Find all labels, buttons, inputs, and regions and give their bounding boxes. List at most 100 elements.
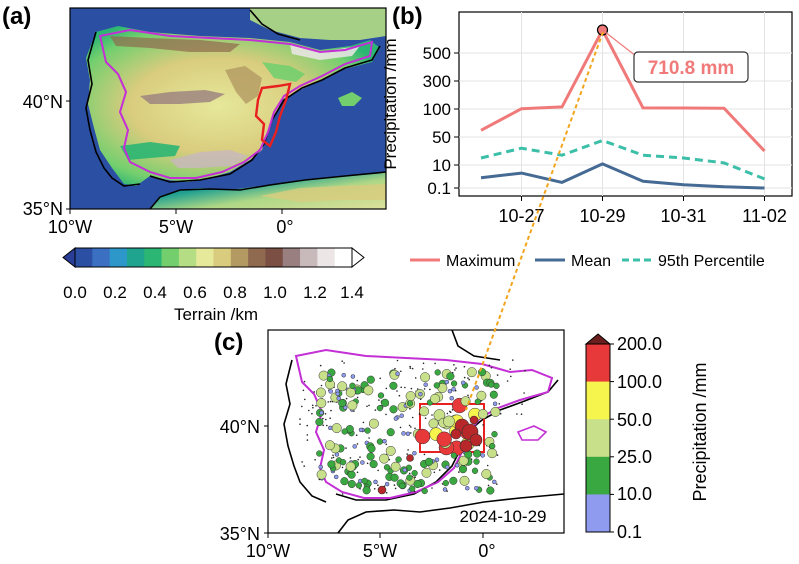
station-dot — [409, 367, 412, 369]
station-point — [316, 450, 323, 457]
station-point — [362, 486, 371, 495]
station-dot — [385, 413, 387, 416]
station-dot — [423, 388, 426, 390]
station-point-extreme — [469, 433, 483, 447]
terrain-cbar-tick: 1.4 — [340, 283, 364, 302]
panel-a-ytick-40n: 40°N — [23, 92, 63, 112]
station-dot — [400, 386, 403, 389]
terrain-cbar-cell — [75, 248, 93, 267]
station-point-extreme — [459, 439, 473, 453]
terrain-cbar-cell — [300, 248, 318, 267]
station-dot — [385, 492, 388, 494]
station-dot — [327, 401, 330, 403]
station-dot — [356, 396, 359, 399]
station-point — [347, 479, 356, 489]
terrain-cbar-cell — [317, 248, 336, 267]
station-point — [382, 438, 387, 444]
precip-cbar-tick: 200.0 — [617, 334, 662, 354]
station-dot — [394, 487, 397, 490]
terrain-cbar-cell — [161, 248, 180, 267]
panel-b-xtick-label: 10-31 — [660, 206, 706, 226]
panel-c-date: 2024-10-29 — [460, 507, 547, 526]
station-point — [460, 380, 466, 386]
station-dot — [357, 458, 360, 461]
station-dot — [467, 394, 469, 397]
precip-cbar-tick: 25.0 — [617, 447, 652, 467]
station-point — [405, 431, 411, 437]
panel-c-ytick-35n: 35°N — [220, 524, 260, 544]
terrain-cbar-arrow-left — [62, 246, 76, 269]
station-point — [337, 381, 348, 392]
station-point — [376, 404, 384, 412]
panel-b-ylabel: Precipitation /mm — [381, 38, 400, 169]
legend-p95: 95th Percentile — [658, 253, 765, 270]
panel-c-xtick-0: 0° — [478, 541, 495, 561]
station-dot — [329, 417, 332, 420]
station-dot — [377, 484, 379, 487]
station-point — [444, 379, 450, 385]
station-dot — [422, 362, 425, 365]
station-dot — [366, 462, 369, 465]
precip-cbar-tick: 50.0 — [617, 410, 652, 430]
station-point — [481, 469, 492, 479]
precip-cbar-cell — [586, 419, 610, 458]
station-point — [405, 391, 416, 402]
terrain-cbar-cell — [196, 248, 214, 267]
station-point — [423, 382, 428, 387]
station-point — [364, 427, 371, 434]
station-point — [434, 457, 440, 462]
station-point — [341, 428, 348, 435]
station-dot — [499, 412, 502, 415]
station-point — [377, 392, 385, 399]
station-point — [340, 477, 349, 486]
precip-cbar-tick: 100.0 — [617, 372, 662, 392]
terrain-cbar-tick: 0.6 — [183, 283, 207, 302]
station-dot — [524, 369, 526, 372]
station-dot — [512, 359, 514, 361]
cantabrian-ridge — [110, 36, 240, 52]
series-p95-line — [480, 139, 766, 181]
station-dot — [438, 469, 441, 471]
station-dot — [409, 365, 411, 368]
station-dot — [368, 437, 370, 439]
station-point — [474, 385, 479, 390]
station-point — [326, 375, 334, 383]
station-dot — [506, 380, 509, 382]
station-point — [393, 416, 399, 421]
station-point — [367, 444, 376, 453]
station-dot — [431, 487, 433, 489]
terrain-cbar-cell — [109, 248, 128, 267]
station-dot — [416, 388, 419, 390]
station-dot — [431, 414, 433, 416]
station-point — [395, 371, 400, 376]
terrain-cbar-cell — [230, 248, 249, 267]
terrain-cbar-cell — [92, 248, 111, 267]
legend-maximum: Maximum — [446, 253, 515, 270]
station-dot — [349, 457, 352, 459]
terrain-cbar-cell — [178, 248, 197, 267]
station-point — [315, 417, 324, 427]
station-dot — [414, 377, 417, 379]
station-dot — [377, 469, 379, 472]
station-dot — [523, 392, 525, 394]
station-dot — [306, 434, 309, 436]
station-point — [414, 428, 431, 445]
station-dot — [411, 416, 414, 419]
station-dot — [410, 387, 413, 390]
station-point — [492, 479, 497, 485]
station-dot — [343, 362, 345, 364]
station-dot — [332, 456, 335, 459]
panel-a-xtick-0: 0° — [276, 217, 293, 237]
terrain-cbar-cell — [282, 248, 301, 267]
station-point — [486, 486, 495, 495]
station-dot — [399, 426, 402, 429]
station-point — [492, 401, 498, 407]
panel-c-xtick-5w: 5°W — [363, 541, 397, 561]
panel-c-xtick-10w: 10°W — [246, 541, 290, 561]
panel-b-ytick-label: 300 — [423, 72, 451, 91]
panel-a-ytick-35n: 35°N — [23, 199, 63, 219]
station-dot — [486, 464, 489, 467]
panel-b-xtick-label: 10-27 — [498, 206, 544, 226]
station-point — [360, 460, 365, 465]
station-point — [338, 399, 347, 408]
